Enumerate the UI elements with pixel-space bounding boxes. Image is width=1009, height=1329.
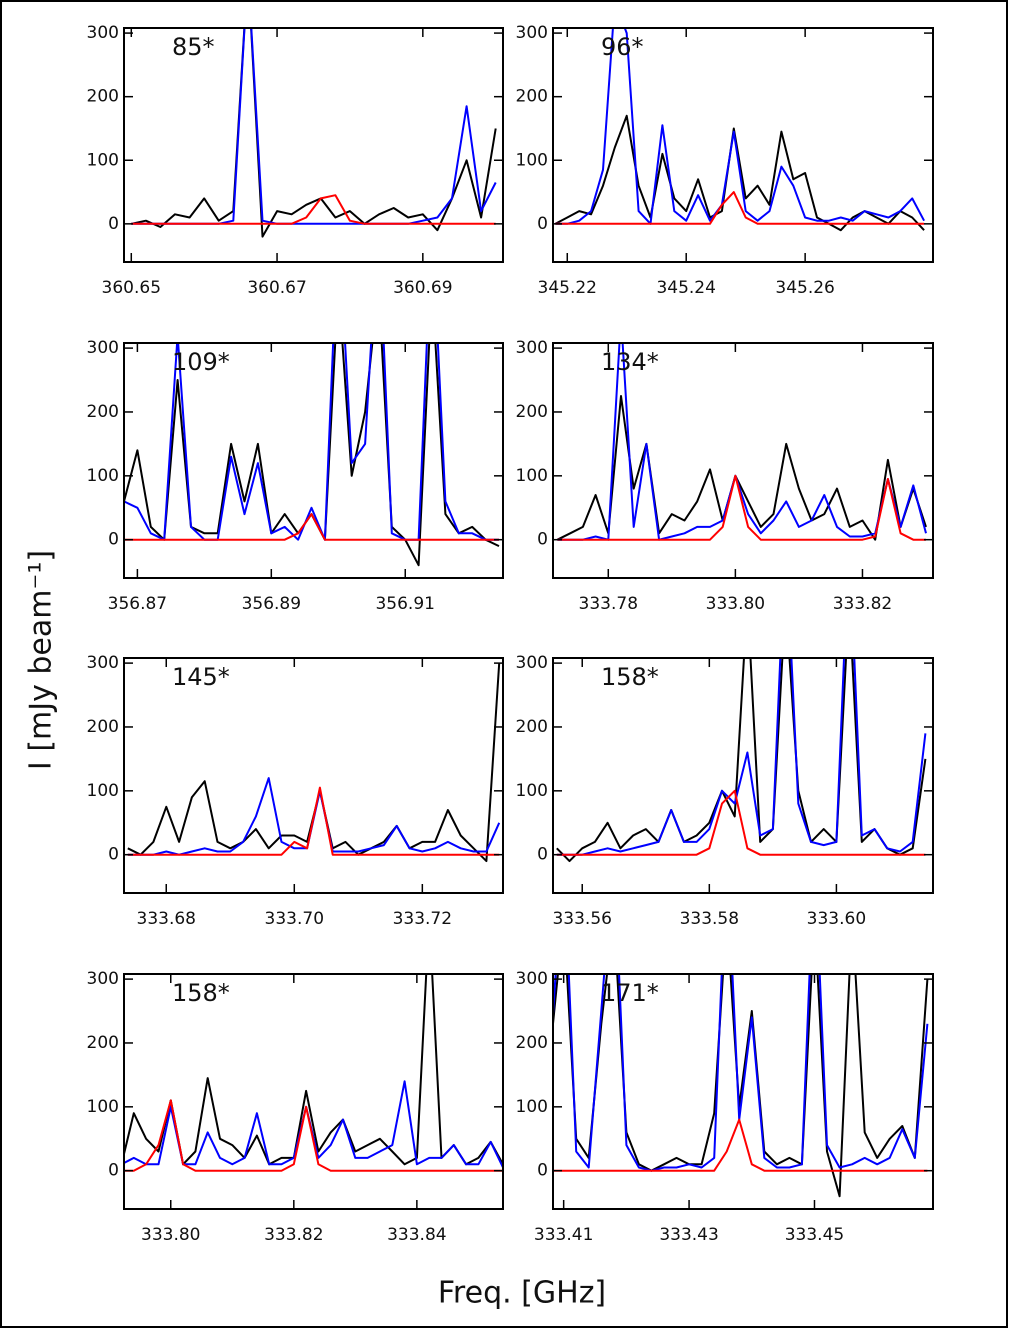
x-axis-label: Freq. [GHz] xyxy=(438,1276,606,1311)
x-tick-label: 356.91 xyxy=(375,594,434,614)
x-tick-label: 333.45 xyxy=(785,1225,844,1245)
plot-area xyxy=(131,28,497,238)
x-tick-label: 356.89 xyxy=(242,594,301,614)
plot-area xyxy=(553,974,929,1198)
plot-frame xyxy=(552,973,934,1210)
y-tick-label: 300 xyxy=(87,969,119,989)
x-tick-label: 333.60 xyxy=(807,909,866,929)
y-tick-label: 100 xyxy=(87,466,119,486)
x-tick-label: 333.70 xyxy=(265,909,324,929)
panel-title: 145* xyxy=(172,663,230,691)
y-tick-label: 300 xyxy=(516,969,548,989)
y-tick-label: 200 xyxy=(87,402,119,422)
y-tick-label: 100 xyxy=(516,781,548,801)
plot-frame xyxy=(552,27,934,263)
x-tick-label: 333.80 xyxy=(141,1225,200,1245)
y-tick-label: 100 xyxy=(516,1097,548,1117)
spectrum-line xyxy=(124,1099,503,1172)
spectrum-line xyxy=(553,1118,928,1172)
y-axis-label: I [mJy beam⁻¹] xyxy=(24,550,59,770)
y-tick-label: 300 xyxy=(516,23,548,43)
y-tick-label: 0 xyxy=(108,530,119,550)
panel-title: 109* xyxy=(172,348,230,376)
spectrum-line xyxy=(556,658,927,856)
panel-title: 134* xyxy=(601,348,659,376)
y-tick-label: 0 xyxy=(108,214,119,234)
panel-title: 158* xyxy=(172,979,230,1007)
plot-frame xyxy=(552,657,934,894)
y-tick-label: 0 xyxy=(537,1161,548,1181)
spectrum-line xyxy=(557,474,926,541)
x-tick-label: 333.80 xyxy=(706,594,765,614)
y-tick-label: 300 xyxy=(87,23,119,43)
x-tick-label: 360.67 xyxy=(247,278,306,298)
x-tick-label: 333.84 xyxy=(387,1225,446,1245)
x-tick-label: 333.68 xyxy=(137,909,196,929)
x-tick-label: 333.43 xyxy=(659,1225,718,1245)
plot-frame xyxy=(123,973,504,1210)
y-tick-label: 300 xyxy=(87,653,119,673)
y-tick-label: 300 xyxy=(87,338,119,358)
y-tick-label: 0 xyxy=(108,845,119,865)
x-tick-label: 345.24 xyxy=(656,278,715,298)
plot-frame xyxy=(552,342,934,579)
spectrum-line xyxy=(555,191,925,225)
y-tick-label: 100 xyxy=(87,150,119,170)
plot-area xyxy=(124,974,503,1172)
y-tick-label: 200 xyxy=(516,402,548,422)
x-tick-label: 333.82 xyxy=(264,1225,323,1245)
y-tick-label: 200 xyxy=(87,717,119,737)
spectrum-line xyxy=(557,343,927,541)
spectrum-line xyxy=(131,28,497,238)
plot-frame xyxy=(123,342,504,579)
plot-frame xyxy=(123,657,504,894)
plot-frame xyxy=(123,27,504,263)
panel-title: 85* xyxy=(172,33,215,61)
plot-area xyxy=(124,343,500,567)
spectrum-line xyxy=(124,513,499,541)
x-tick-label: 333.72 xyxy=(393,909,452,929)
x-tick-label: 333.41 xyxy=(534,1225,593,1245)
x-tick-label: 333.78 xyxy=(579,594,638,614)
plot-area xyxy=(556,658,927,863)
spectrum-line xyxy=(556,789,926,856)
x-tick-label: 333.82 xyxy=(833,594,892,614)
x-tick-label: 333.56 xyxy=(552,909,611,929)
spectrum-line xyxy=(127,786,500,856)
x-tick-label: 345.22 xyxy=(538,278,597,298)
panel-title: 96* xyxy=(601,33,644,61)
x-tick-label: 345.26 xyxy=(775,278,834,298)
spectrum-line xyxy=(131,194,496,225)
x-tick-label: 360.69 xyxy=(393,278,452,298)
plot-area xyxy=(556,343,927,541)
panel-title: 158* xyxy=(601,663,659,691)
y-tick-label: 100 xyxy=(516,466,548,486)
x-tick-label: 356.87 xyxy=(108,594,167,614)
x-tick-label: 333.58 xyxy=(680,909,739,929)
x-tick-label: 360.65 xyxy=(102,278,161,298)
y-tick-label: 0 xyxy=(537,530,548,550)
spectrum-line xyxy=(555,28,925,225)
y-tick-label: 0 xyxy=(108,1161,119,1181)
y-tick-label: 100 xyxy=(516,150,548,170)
spectrum-line xyxy=(556,658,927,863)
y-tick-label: 100 xyxy=(87,781,119,801)
panel-title: 171* xyxy=(601,979,659,1007)
plot-area xyxy=(127,663,501,863)
spectrum-line xyxy=(124,343,499,541)
y-tick-label: 200 xyxy=(516,717,548,737)
y-tick-label: 200 xyxy=(87,87,119,107)
y-tick-label: 200 xyxy=(516,1033,548,1053)
y-tick-label: 0 xyxy=(537,214,548,234)
plot-area xyxy=(554,28,925,232)
spectrum-line xyxy=(556,395,927,541)
y-tick-label: 200 xyxy=(516,87,548,107)
y-tick-label: 300 xyxy=(516,653,548,673)
y-tick-label: 200 xyxy=(87,1033,119,1053)
y-tick-label: 100 xyxy=(87,1097,119,1117)
y-tick-label: 300 xyxy=(516,338,548,358)
spectrum-line xyxy=(124,974,503,1166)
y-tick-label: 0 xyxy=(537,845,548,865)
